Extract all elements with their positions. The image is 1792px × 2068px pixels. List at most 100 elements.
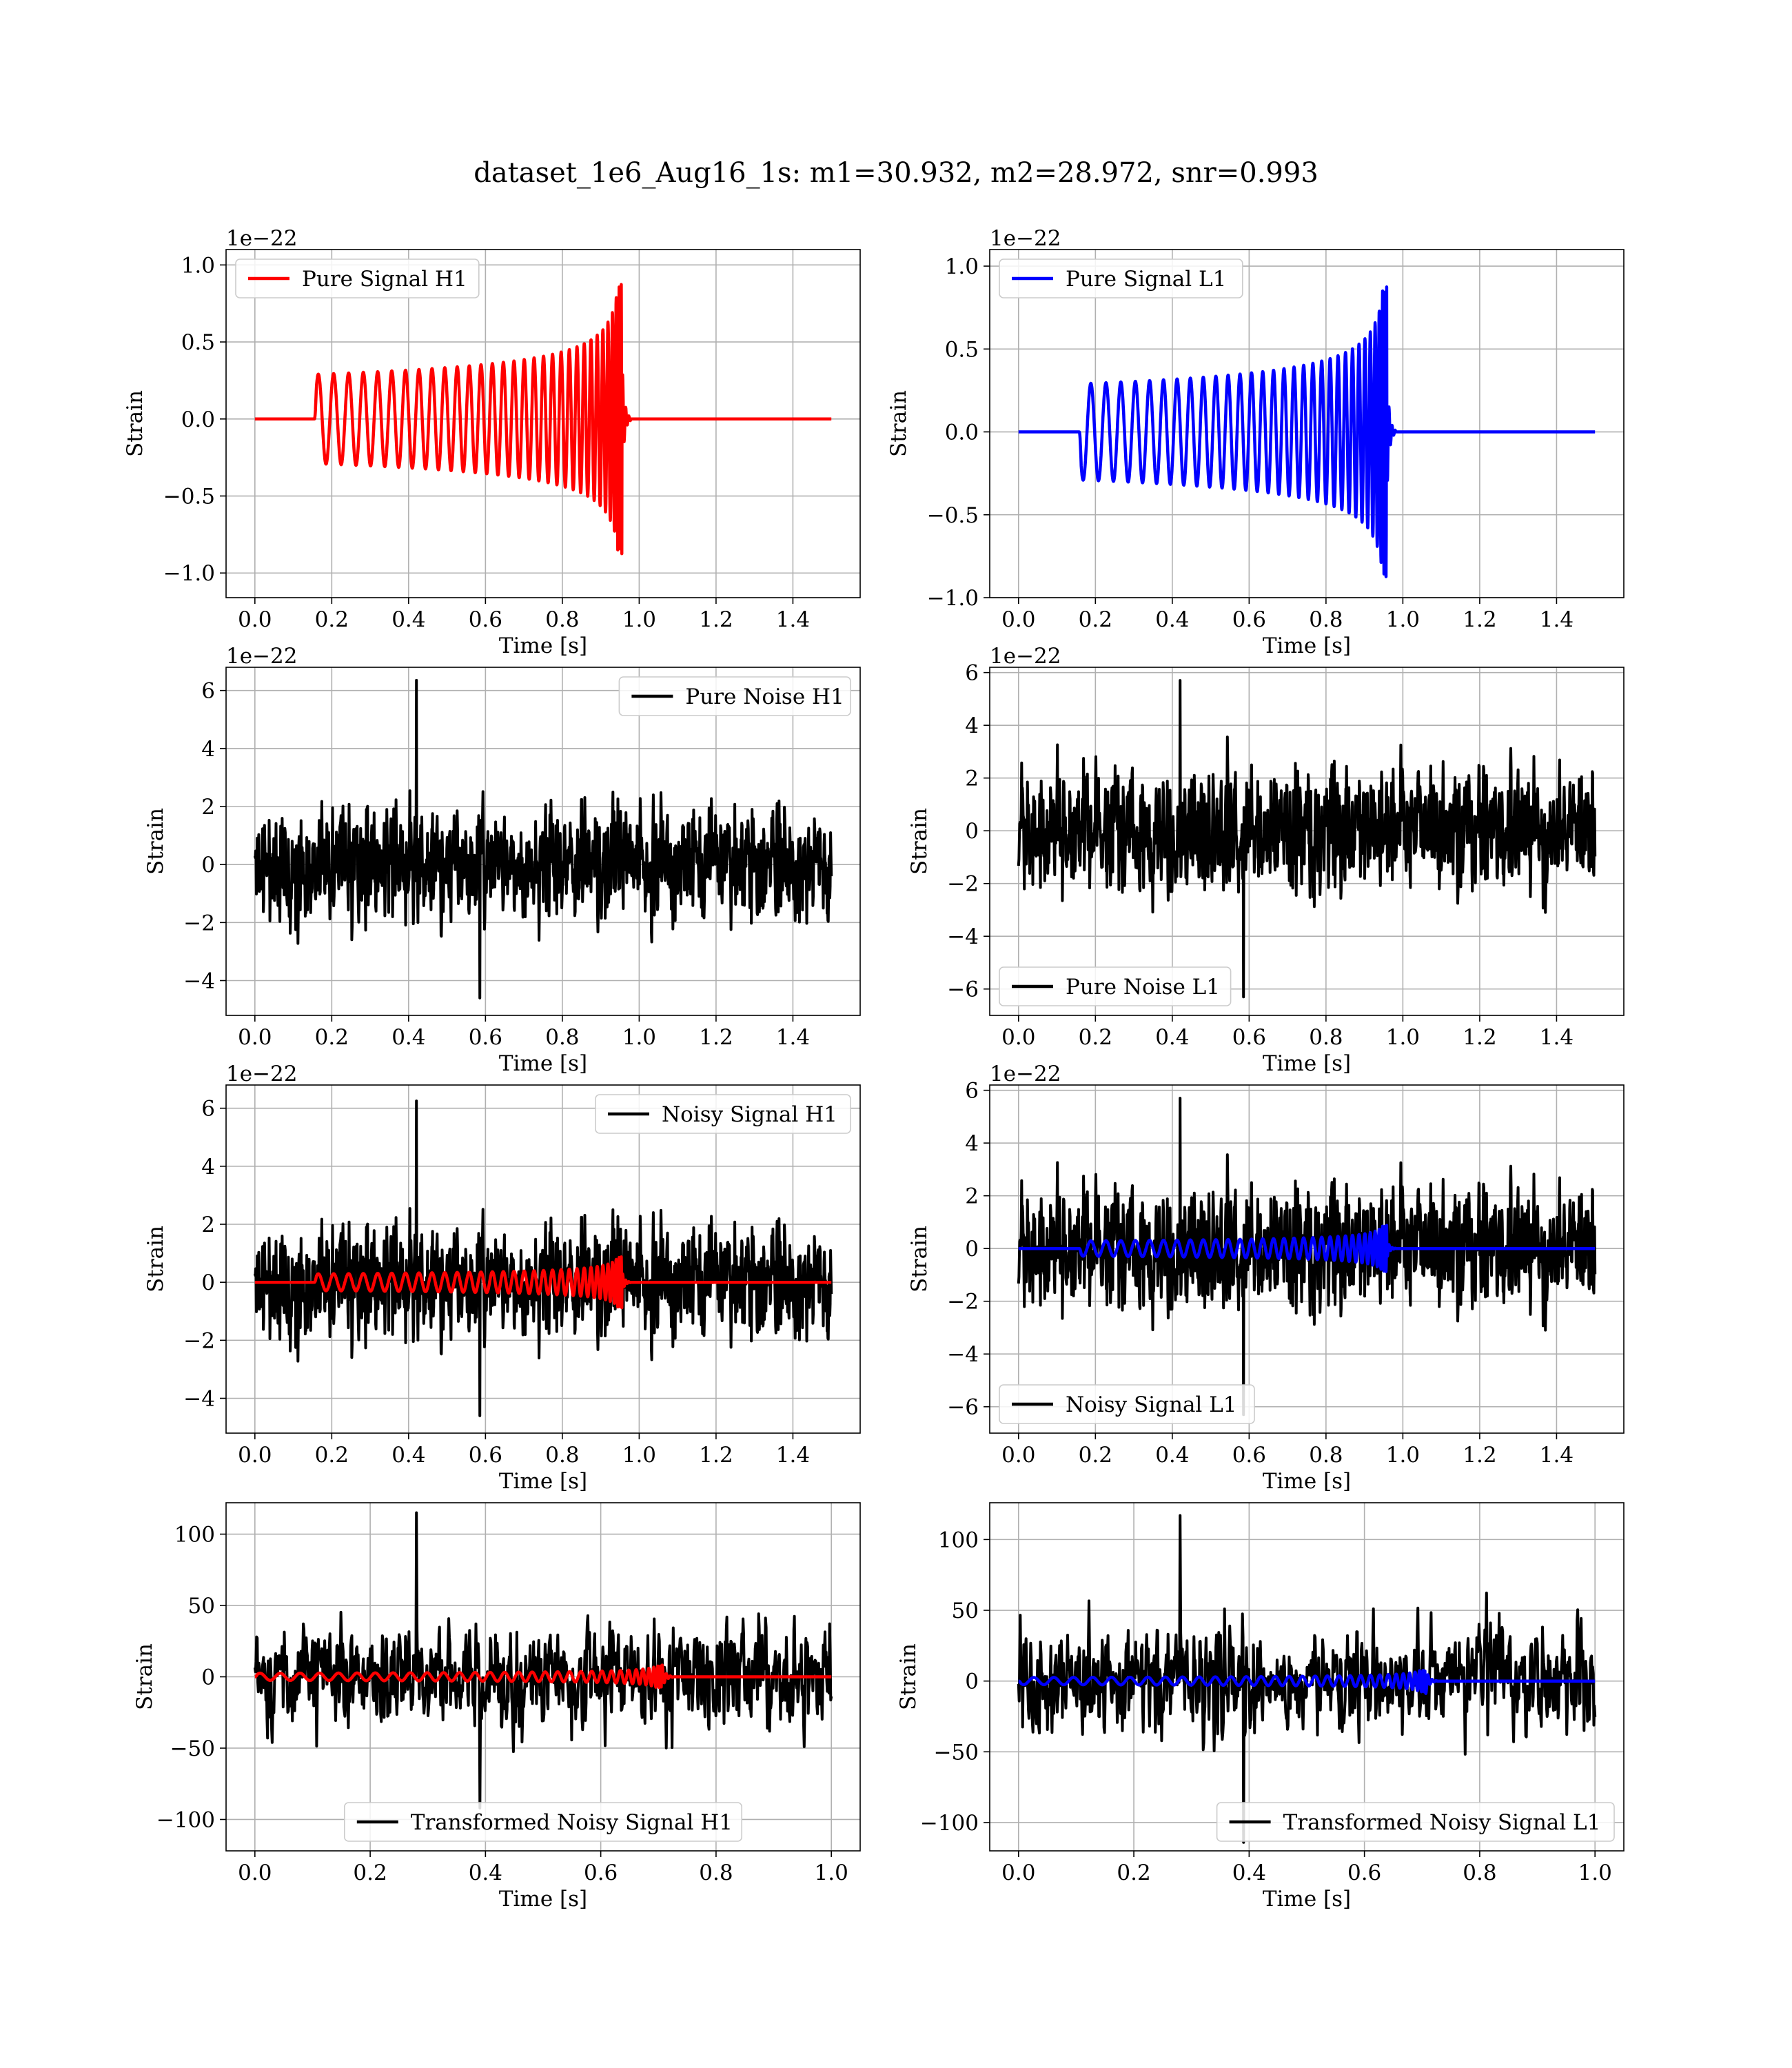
subplot-p2: 0.0 0.2 0.4 0.6 0.8 1.0 1.2 1.4 −4 −2 0 2 4 6 Time [s]… xyxy=(143,644,861,1076)
series-line-transformed-noisy-signal-l1 xyxy=(1017,1514,1597,1844)
series-line-chirp xyxy=(1017,1224,1597,1273)
x-tick-label: 1.2 xyxy=(1463,607,1496,632)
x-tick-label: 1.0 xyxy=(1386,1025,1420,1050)
axis-offset-text: 1e−22 xyxy=(226,226,298,251)
y-tick-label: 6 xyxy=(201,1097,215,1122)
series-line-chirp xyxy=(1017,1668,1597,1695)
x-tick-label: 1.2 xyxy=(1463,1025,1496,1050)
y-tick-label: −2 xyxy=(183,911,215,935)
y-tick-label: −100 xyxy=(920,1811,979,1836)
y-tick-label: 1.0 xyxy=(945,254,979,279)
series-group xyxy=(253,678,833,1000)
x-tick-label: 0.0 xyxy=(238,1025,272,1050)
legend-label: Pure Noise H1 xyxy=(685,685,844,709)
x-axis-label: Time [s] xyxy=(1263,1469,1351,1494)
figure-title: dataset_1e6_Aug16_1s: m1=30.932, m2=28.9… xyxy=(474,157,1318,189)
x-tick-label: 0.2 xyxy=(353,1861,387,1885)
series-line-chirp xyxy=(253,1663,833,1690)
y-tick-label: 4 xyxy=(965,1131,979,1156)
y-axis-label: Strain xyxy=(896,1643,921,1710)
y-tick-label: −1.0 xyxy=(163,561,215,586)
y-axis-label: Strain xyxy=(886,390,911,457)
y-tick-label: −2 xyxy=(183,1328,215,1353)
y-tick-label: 2 xyxy=(201,795,215,820)
x-tick-label: 0.2 xyxy=(315,1025,349,1050)
series-line-pure-signal-h1 xyxy=(253,283,833,556)
x-tick-label: 0.6 xyxy=(1232,607,1266,632)
x-tick-label: 0.4 xyxy=(1155,1025,1189,1050)
subplot-p5: 0.0 0.2 0.4 0.6 0.8 1.0 1.2 1.4 −6 −4 −2 0 2 4 6 Time [… xyxy=(907,1062,1625,1494)
y-axis-label: Strain xyxy=(143,1226,168,1292)
x-tick-label: 0.2 xyxy=(315,1443,349,1468)
x-tick-label: 1.4 xyxy=(776,1025,810,1050)
x-tick-label: 1.0 xyxy=(622,607,656,632)
x-tick-label: 1.2 xyxy=(1463,1443,1496,1468)
axes-frame xyxy=(989,249,1625,598)
x-tick-label: 0.4 xyxy=(391,607,425,632)
x-tick-label: 1.2 xyxy=(699,607,733,632)
legend-box xyxy=(999,258,1243,298)
y-tick-label: 4 xyxy=(965,713,979,738)
y-tick-label: −2 xyxy=(947,872,979,897)
x-tick-label: 1.0 xyxy=(622,1025,656,1050)
y-tick-label: 100 xyxy=(938,1528,979,1552)
y-tick-label: −50 xyxy=(934,1740,979,1765)
y-tick-label: 0.0 xyxy=(945,420,979,445)
series-line-pure-noise-l1 xyxy=(1017,679,1597,999)
legend-label: Pure Signal L1 xyxy=(1066,267,1226,292)
legend-box xyxy=(1216,1802,1615,1842)
legend: Pure Noise L1 xyxy=(999,966,1232,1006)
legend-label: Pure Noise L1 xyxy=(1066,975,1220,1000)
x-tick-label: 1.4 xyxy=(776,607,810,632)
x-tick-label: 0.0 xyxy=(238,607,272,632)
series-line-pure-noise-h1 xyxy=(253,678,833,1000)
axes-frame xyxy=(989,1084,1625,1434)
legend: Pure Noise H1 xyxy=(618,676,851,716)
y-tick-label: 6 xyxy=(201,679,215,704)
x-tick-label: 0.2 xyxy=(1117,1861,1150,1885)
axis-offset-text: 1e−22 xyxy=(990,226,1061,251)
x-tick-label: 0.8 xyxy=(545,1025,579,1050)
x-axis-label: Time [s] xyxy=(1263,1051,1351,1076)
x-tick-label: 1.0 xyxy=(1386,1443,1420,1468)
x-tick-label: 0.6 xyxy=(469,1443,502,1468)
x-tick-label: 0.6 xyxy=(469,1025,502,1050)
x-tick-label: 0.0 xyxy=(1001,1443,1035,1468)
y-tick-label: 2 xyxy=(965,767,979,791)
x-tick-label: 0.2 xyxy=(1079,1025,1112,1050)
subplot-p6: 0.0 0.2 0.4 0.6 0.8 1.0 −100 −50 0 50 100 Time [s] S… xyxy=(132,1502,861,1912)
x-tick-label: 0.2 xyxy=(1079,607,1112,632)
x-tick-label: 1.4 xyxy=(1540,1025,1574,1050)
y-axis-label: Strain xyxy=(132,1643,157,1710)
x-tick-label: 0.6 xyxy=(469,607,502,632)
y-tick-label: −0.5 xyxy=(927,503,979,528)
legend-label: Transformed Noisy Signal H1 xyxy=(411,1810,733,1835)
axes-frame xyxy=(225,1502,861,1852)
y-tick-label: −4 xyxy=(183,969,215,994)
legend-box xyxy=(235,258,480,298)
y-tick-label: −4 xyxy=(947,924,979,949)
y-tick-label: 4 xyxy=(201,1155,215,1179)
series-group xyxy=(1017,679,1597,999)
legend: Transformed Noisy Signal H1 xyxy=(343,1802,743,1842)
y-tick-label: −6 xyxy=(947,1395,979,1420)
x-tick-label: 0.4 xyxy=(1155,607,1189,632)
x-tick-label: 1.4 xyxy=(1540,1443,1574,1468)
x-tick-label: 0.2 xyxy=(315,607,349,632)
y-tick-label: −4 xyxy=(947,1342,979,1367)
legend-box xyxy=(618,676,851,716)
y-tick-label: −100 xyxy=(156,1807,215,1832)
series-line-noisy-signal-h1 xyxy=(253,1099,833,1417)
subplot-p1: 0.0 0.2 0.4 0.6 0.8 1.0 1.2 1.4 −1.0 −0.5 0.0 0.5 1.… xyxy=(886,226,1625,658)
series-group xyxy=(253,1511,833,1810)
x-axis-label: Time [s] xyxy=(1263,633,1351,658)
series-line-noisy-signal-l1 xyxy=(1017,1097,1597,1417)
x-tick-label: 1.0 xyxy=(1386,607,1420,632)
axis-offset-text: 1e−22 xyxy=(990,644,1061,669)
legend-box xyxy=(999,1384,1255,1424)
x-tick-label: 0.8 xyxy=(1463,1861,1496,1885)
y-tick-label: −1.0 xyxy=(927,586,979,611)
series-group xyxy=(1017,1097,1597,1417)
